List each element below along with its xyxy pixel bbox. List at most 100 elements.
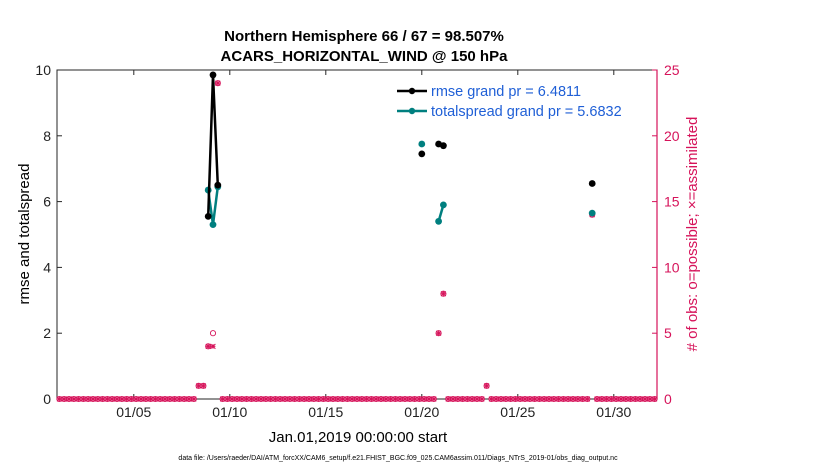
- obs-assimilated-point: [248, 396, 255, 402]
- x-tick-label: 01/20: [404, 404, 439, 420]
- rmse-point: [209, 71, 217, 79]
- obs-possible-point: [440, 290, 447, 297]
- obs-assimilated-point: [464, 396, 471, 402]
- obs-assimilated-point: [243, 396, 250, 402]
- obs-assimilated-point: [287, 396, 293, 402]
- obs-assimilated-point: [603, 396, 610, 402]
- obs-assimilated-point: [162, 396, 168, 402]
- y-tick-label: 0: [43, 391, 51, 407]
- obs-assimilated-point: [608, 396, 615, 402]
- obs-assimilated-point: [440, 290, 447, 297]
- obs-assimilated-point: [637, 396, 643, 402]
- obs-possible-point: [435, 330, 442, 337]
- obs-assimilated-point: [66, 396, 72, 402]
- x-tick-label: 01/30: [596, 404, 631, 420]
- obs-assimilated-point: [359, 396, 365, 402]
- obs-assimilated-point: [522, 396, 528, 402]
- y-tick-label: 8: [43, 128, 51, 144]
- obs-assimilated-point: [219, 396, 226, 402]
- obs-assimilated-point: [507, 396, 514, 402]
- obs-assimilated-point: [339, 396, 346, 402]
- obs-assimilated-point: [373, 396, 379, 402]
- legend-rmse-marker: [408, 87, 416, 95]
- x-tick-label: 01/05: [116, 404, 151, 420]
- obs-assimilated-point: [301, 396, 307, 402]
- obs-assimilated-point: [517, 396, 523, 402]
- obs-assimilated-point: [133, 396, 139, 402]
- x-tick-label: 01/10: [212, 404, 247, 420]
- spread-point: [435, 217, 442, 225]
- obs-assimilated-point: [623, 396, 629, 402]
- y-tick-label: 10: [35, 62, 51, 78]
- obs-assimilated-point: [565, 396, 571, 402]
- obs-assimilated-point: [119, 396, 125, 402]
- obs-assimilated-point: [234, 396, 240, 402]
- obs-assimilated-point: [291, 396, 298, 402]
- obs-assimilated-point: [335, 396, 341, 402]
- obs-assimilated-point: [263, 396, 269, 402]
- obs-possible-point: [651, 395, 658, 403]
- obs-assimilated-point: [512, 396, 519, 402]
- y2-tick-label: 15: [664, 194, 680, 210]
- obs-assimilated-point: [570, 396, 576, 402]
- obs-assimilated-point: [61, 396, 67, 402]
- obs-assimilated-point: [330, 396, 336, 402]
- obs-assimilated-point: [109, 396, 115, 402]
- obs-possible-point: [214, 80, 221, 87]
- obs-assimilated-point: [143, 396, 149, 402]
- obs-assimilated-point: [191, 396, 197, 402]
- obs-assimilated-point: [186, 396, 192, 402]
- obs-assimilated-point: [181, 396, 187, 402]
- rmse-point: [204, 213, 212, 220]
- rmse-point: [440, 142, 447, 150]
- obs-assimilated-point: [479, 396, 485, 402]
- obs-assimilated-point: [551, 396, 557, 402]
- legend-spread-marker: [408, 107, 416, 115]
- y2-tick-label: 25: [664, 62, 680, 78]
- obs-assimilated-point: [411, 396, 418, 402]
- obs-possible-point: [584, 395, 591, 403]
- obs-assimilated-point: [123, 396, 130, 402]
- obs-assimilated-point: [378, 396, 384, 402]
- spread-point: [418, 140, 426, 148]
- x-tick-label: 01/15: [308, 404, 343, 420]
- obs-assimilated-point: [493, 396, 499, 402]
- obs-assimilated-point: [560, 396, 567, 402]
- obs-assimilated-point: [555, 396, 562, 402]
- obs-assimilated-point: [325, 396, 331, 402]
- obs-assimilated-point: [354, 396, 360, 402]
- obs-assimilated-point: [349, 396, 355, 402]
- legend-rmse-label: rmse grand pr = 6.4811: [431, 84, 581, 100]
- obs-possible-point: [200, 382, 207, 389]
- obs-assimilated-point: [157, 396, 163, 402]
- obs-assimilated-point: [95, 396, 101, 402]
- obs-assimilated-point: [392, 396, 399, 402]
- legend: rmse grand pr = 6.4811 totalspread grand…: [397, 84, 622, 120]
- obs-possible-point: [430, 395, 437, 403]
- obs-assimilated-point: [210, 343, 216, 350]
- obs-assimilated-point: [426, 396, 432, 402]
- obs-assimilated-point: [152, 396, 159, 402]
- obs-assimilated-point: [651, 396, 658, 402]
- obs-assimilated-point: [469, 396, 475, 402]
- obs-assimilated-point: [575, 396, 581, 402]
- y2-tick-label: 5: [664, 325, 672, 341]
- obs-possible-point: [478, 395, 485, 403]
- x-tick-label: 01/25: [500, 404, 535, 420]
- obs-assimilated-point: [546, 396, 552, 402]
- obs-assimilated-point: [459, 396, 466, 402]
- obs-count-series: [56, 80, 658, 403]
- chart-subtitle: ACARS_HORIZONTAL_WIND @ 150 hPa: [221, 48, 509, 65]
- obs-assimilated-point: [531, 396, 538, 402]
- obs-assimilated-point: [167, 396, 173, 402]
- obs-assimilated-point: [104, 396, 111, 402]
- obs-possible-point: [190, 395, 197, 403]
- rmse-point: [588, 180, 596, 187]
- obs-assimilated-point: [445, 396, 451, 402]
- obs-assimilated-point: [383, 396, 389, 402]
- obs-assimilated-point: [421, 396, 427, 402]
- rmse-point: [418, 150, 426, 158]
- series-group: [204, 71, 596, 229]
- obs-assimilated-point: [368, 396, 375, 402]
- obs-assimilated-point: [258, 396, 264, 402]
